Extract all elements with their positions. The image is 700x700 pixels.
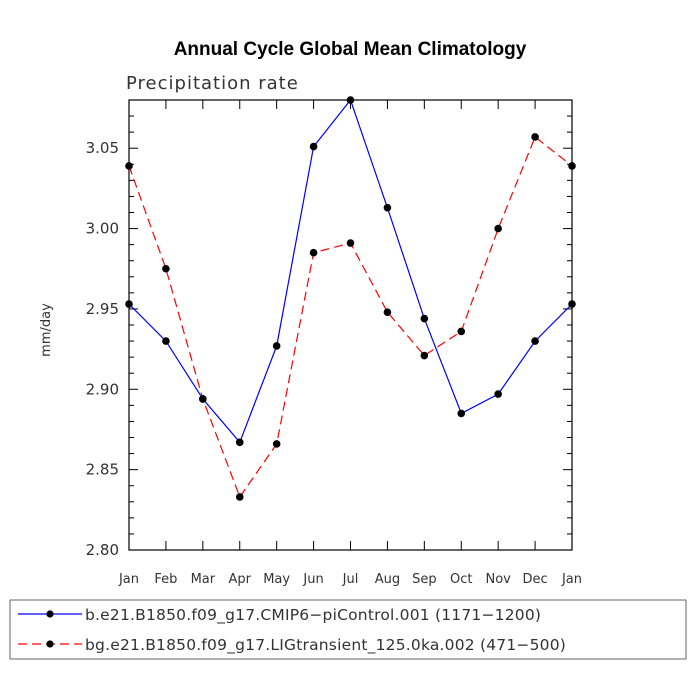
y-tick-label: 2.90 — [86, 380, 119, 398]
data-point-s1 — [457, 409, 466, 418]
data-point-s1 — [494, 390, 502, 398]
data-point-s2 — [309, 248, 318, 257]
data-point-s2 — [494, 224, 502, 233]
data-point-s2 — [420, 351, 429, 360]
data-point-s1 — [162, 337, 170, 345]
y-tick-label: 2.85 — [86, 461, 119, 479]
y-tick-label: 3.05 — [86, 139, 119, 157]
series-line-1 — [128, 98, 573, 444]
x-tick-label: Jun — [302, 572, 323, 587]
x-tick-label: Jul — [342, 572, 359, 587]
legend-box — [9, 599, 687, 660]
data-point-s2 — [162, 264, 170, 273]
legend-marker-2 — [46, 640, 54, 648]
data-point-s2 — [235, 493, 244, 501]
data-point-s1 — [383, 203, 392, 212]
y-axis: 2.80 2.85 2.90 2.95 3.00 3.05 — [86, 99, 572, 559]
x-tick-label: Nov — [485, 572, 511, 587]
series-layer — [125, 96, 576, 501]
y-tick-label: 2.80 — [86, 541, 119, 559]
legend-item-1: b.e21.B1850.f09_g17.CMIP6−piControl.001 … — [18, 606, 541, 625]
data-point-s1 — [531, 337, 539, 345]
y-tick-label: 2.95 — [86, 300, 119, 318]
x-tick-label: Dec — [523, 572, 548, 587]
data-point-s1 — [309, 142, 318, 151]
data-point-s2 — [272, 440, 281, 448]
chart-subtitle: Precipitation rate — [126, 73, 299, 94]
data-point-s1 — [272, 342, 281, 350]
legend-item-2: bg.e21.B1850.f09_g17.LIGtransient_125.0k… — [18, 636, 566, 655]
series-line-2 — [128, 136, 573, 499]
x-tick-label: Apr — [229, 572, 252, 587]
data-point-s1 — [420, 314, 429, 323]
x-tick-label: May — [263, 572, 290, 587]
x-tick-label: Oct — [450, 572, 472, 587]
data-point-s2 — [199, 395, 207, 403]
plot-frame — [128, 99, 573, 551]
data-point-s2 — [457, 327, 466, 336]
x-tick-label: Jan — [561, 572, 582, 587]
data-point-s1 — [235, 438, 244, 447]
x-tick-label: Sep — [412, 572, 437, 587]
legend-label-2: bg.e21.B1850.f09_g17.LIGtransient_125.0k… — [85, 636, 566, 655]
x-tick-label: Jan — [118, 572, 139, 587]
x-tick-label: Mar — [191, 572, 216, 587]
x-tick-label: Aug — [375, 572, 400, 587]
x-axis: Jan Feb Mar Apr May Jun Jul Aug Sep Oct Nov Dec Jan — [118, 100, 582, 587]
legend-marker-1 — [46, 610, 54, 618]
legend: b.e21.B1850.f09_g17.CMIP6−piControl.001 … — [9, 599, 687, 660]
legend-label-1: b.e21.B1850.f09_g17.CMIP6−piControl.001 … — [85, 606, 541, 625]
data-point-s2 — [383, 308, 392, 316]
y-tick-label: 3.00 — [86, 220, 119, 238]
y-axis-label: mm/day — [39, 303, 54, 357]
data-point-s2 — [346, 239, 355, 247]
data-point-s2 — [531, 133, 539, 141]
chart-title: Annual Cycle Global Mean Climatology — [174, 39, 527, 60]
x-tick-label: Feb — [154, 572, 177, 587]
